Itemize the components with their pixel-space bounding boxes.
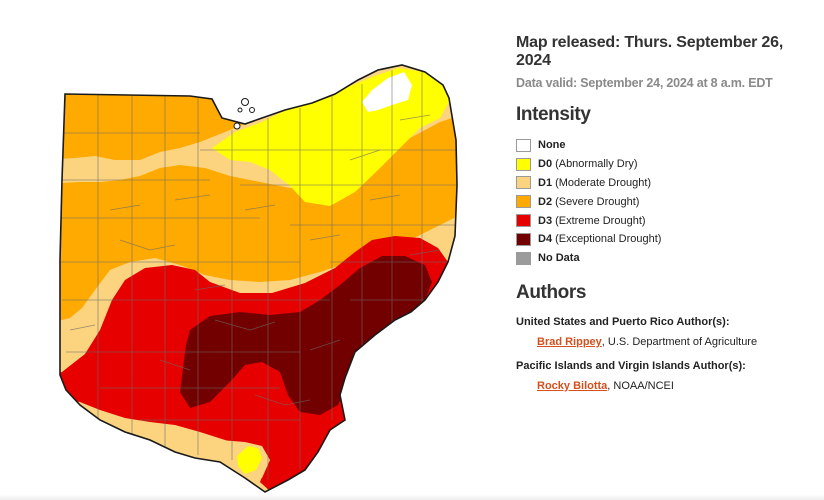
d1-southwest-region [95,415,270,480]
bottom-shadow [0,494,824,500]
author-org: , NOAA/NCEI [607,379,674,392]
legend-code: D2 [538,195,553,208]
legend-swatch [516,176,531,190]
author-link-rocky-bilotta[interactable]: Rocky Bilotta [537,379,608,392]
legend-label: (Severe Drought) [555,195,640,208]
data-valid-date: Data valid: September 24, 2024 at 8 a.m.… [516,76,773,90]
none-northeast-region [362,72,412,112]
author-entry: Rocky Bilotta, NOAA/NCEI [516,380,816,392]
info-panel: Map released: Thurs. September 26, 2024 … [516,34,816,392]
legend-label: (Exceptional Drought) [555,233,662,246]
author-link-brad-rippey[interactable]: Brad Rippey [537,335,602,348]
legend-item-d0: D0 (Abnormally Dry) [516,155,816,174]
intensity-heading: Intensity [516,104,591,125]
legend-swatch [516,214,531,228]
legend-label: (Abnormally Dry) [555,158,638,171]
legend-item-d2: D2 (Severe Drought) [516,192,816,211]
legend-swatch [516,157,531,171]
legend-code: D4 [538,233,553,246]
author-group-label: Pacific Islands and Virgin Islands Autho… [516,359,746,372]
legend-swatch [516,232,531,246]
author-entry: Brad Rippey, U.S. Department of Agricult… [516,336,816,348]
author-org: , U.S. Department of Agriculture [601,335,758,348]
legend-code: No Data [538,252,580,265]
legend-code: D3 [538,214,553,227]
legend-item-d3: D3 (Extreme Drought) [516,211,816,230]
drought-map [40,55,470,500]
legend-label: (Extreme Drought) [555,214,646,227]
legend-code: None [538,139,566,152]
legend-item-no-data: No Data [516,249,816,268]
authors-heading: Authors [516,281,587,303]
legend-swatch [516,251,531,265]
legend-item-d4: D4 (Exceptional Drought) [516,230,816,249]
legend-item-none: None [516,136,816,155]
intensity-legend: None D0 (Abnormally Dry) D1 (Moderate Dr… [516,136,816,268]
map-released-date: Map released: Thurs. September 26, 2024 [516,34,784,69]
author-group-label: United States and Puerto Rico Author(s): [516,315,730,328]
county-lines [60,70,457,480]
lake-islands [233,98,255,130]
legend-code: D0 [538,158,553,171]
d4-region [180,256,432,415]
d0-south-spot [237,446,262,474]
legend-swatch [516,138,531,152]
legend-item-d1: D1 (Moderate Drought) [516,174,816,193]
legend-label: (Moderate Drought) [555,176,652,189]
legend-code: D1 [538,176,553,189]
legend-swatch [516,195,531,209]
